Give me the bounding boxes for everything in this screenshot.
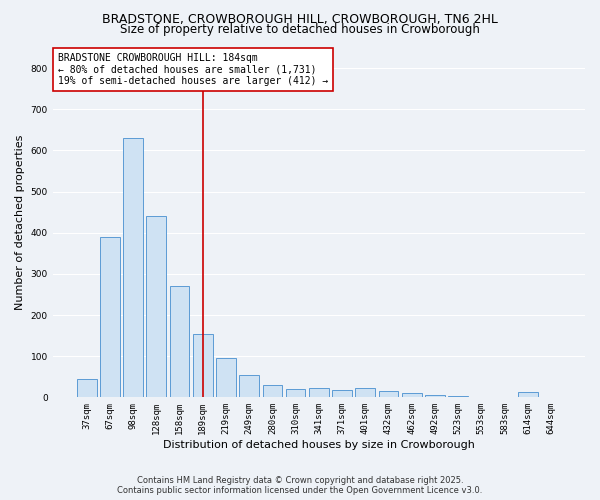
Bar <box>332 390 352 398</box>
Bar <box>402 393 422 398</box>
Y-axis label: Number of detached properties: Number of detached properties <box>15 134 25 310</box>
Bar <box>425 396 445 398</box>
Bar <box>379 391 398 398</box>
Bar <box>239 374 259 398</box>
Text: Contains HM Land Registry data © Crown copyright and database right 2025.
Contai: Contains HM Land Registry data © Crown c… <box>118 476 482 495</box>
X-axis label: Distribution of detached houses by size in Crowborough: Distribution of detached houses by size … <box>163 440 475 450</box>
Bar <box>123 138 143 398</box>
Bar <box>355 388 375 398</box>
Text: BRADSTONE CROWBOROUGH HILL: 184sqm
← 80% of detached houses are smaller (1,731)
: BRADSTONE CROWBOROUGH HILL: 184sqm ← 80%… <box>58 52 328 86</box>
Bar <box>77 379 97 398</box>
Bar <box>146 216 166 398</box>
Bar <box>100 237 120 398</box>
Bar <box>494 396 514 398</box>
Bar <box>216 358 236 398</box>
Bar <box>286 389 305 398</box>
Bar <box>518 392 538 398</box>
Bar <box>448 396 468 398</box>
Bar <box>263 385 282 398</box>
Bar <box>193 334 212 398</box>
Bar <box>170 286 190 398</box>
Bar <box>309 388 329 398</box>
Text: BRADSTONE, CROWBOROUGH HILL, CROWBOROUGH, TN6 2HL: BRADSTONE, CROWBOROUGH HILL, CROWBOROUGH… <box>102 12 498 26</box>
Text: Size of property relative to detached houses in Crowborough: Size of property relative to detached ho… <box>120 22 480 36</box>
Bar <box>541 396 561 398</box>
Bar <box>472 396 491 398</box>
